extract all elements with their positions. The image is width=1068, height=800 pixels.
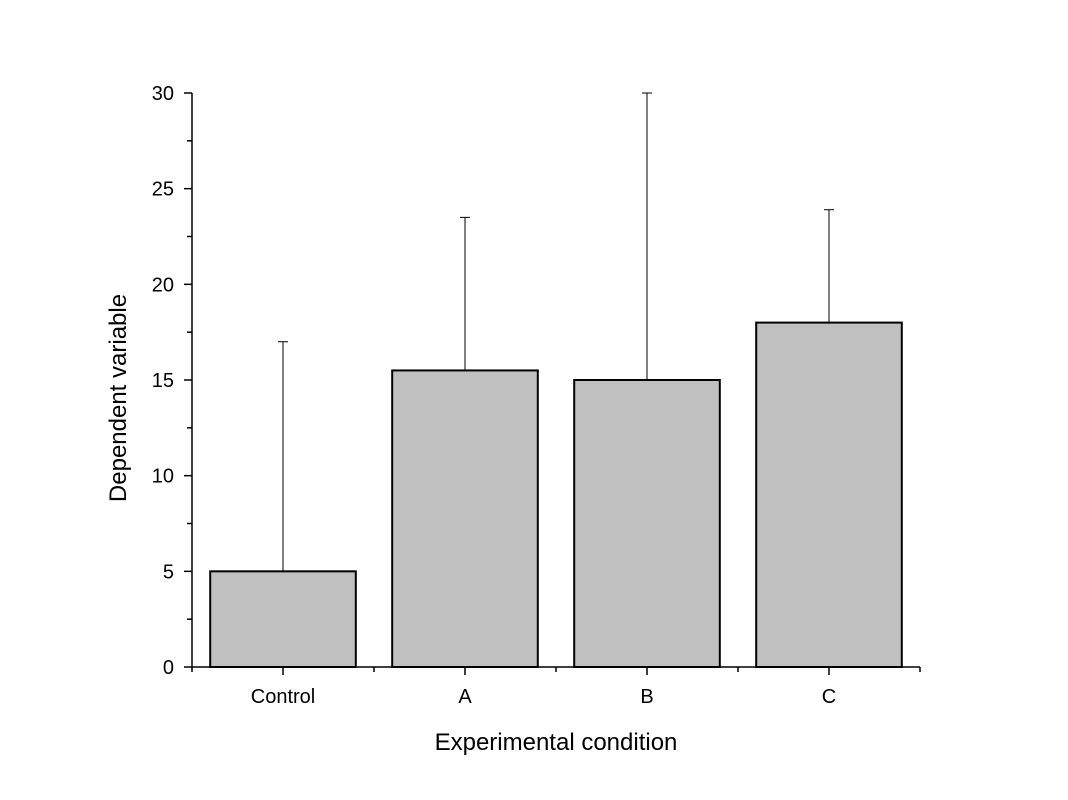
x-tick-label: C: [822, 686, 836, 708]
y-tick-label: 15: [152, 370, 174, 392]
bars-layer: [209, 321, 903, 668]
y-tick-label: 0: [163, 657, 174, 679]
y-ticks: 0 5 10 15 20 25 30: [152, 83, 192, 679]
bar-b: [573, 379, 721, 668]
y-tick-label: 5: [163, 561, 174, 583]
bar-control: [209, 570, 357, 668]
bar-c: [755, 321, 903, 668]
x-ticks: Control A B C: [191, 667, 921, 708]
x-tick-label: B: [640, 686, 653, 708]
x-axis-title: Experimental condition: [435, 729, 678, 756]
y-axis-title: Dependent variable: [105, 294, 132, 502]
y-tick-label: 25: [152, 179, 174, 201]
y-tick-label: 30: [152, 83, 174, 105]
y-tick-label: 10: [152, 466, 174, 488]
y-tick-label: 20: [152, 274, 174, 296]
x-tick-label: Control: [251, 686, 315, 708]
error-bars-layer: [278, 92, 834, 572]
x-tick-label: A: [458, 686, 472, 708]
bar-a: [391, 369, 539, 668]
